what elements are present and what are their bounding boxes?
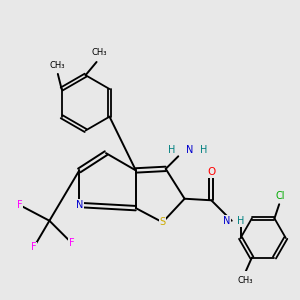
Text: H: H bbox=[168, 145, 176, 155]
Text: H: H bbox=[200, 145, 207, 155]
Text: F: F bbox=[31, 242, 37, 252]
Text: N: N bbox=[223, 216, 231, 226]
Text: H: H bbox=[238, 216, 245, 226]
Text: CH₃: CH₃ bbox=[49, 61, 64, 70]
Text: CH₃: CH₃ bbox=[91, 48, 106, 57]
Text: Cl: Cl bbox=[275, 191, 285, 201]
Text: F: F bbox=[69, 238, 74, 248]
Text: N: N bbox=[76, 200, 83, 210]
Text: S: S bbox=[160, 217, 166, 227]
Text: O: O bbox=[207, 167, 215, 177]
Text: N: N bbox=[186, 145, 193, 155]
Text: CH₃: CH₃ bbox=[237, 276, 253, 285]
Text: F: F bbox=[17, 200, 22, 210]
